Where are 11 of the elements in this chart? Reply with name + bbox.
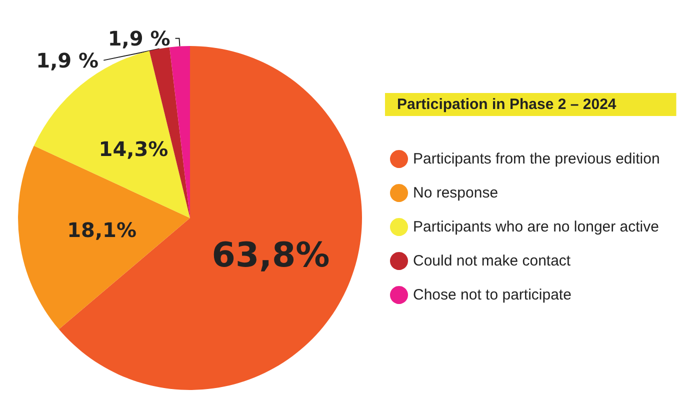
data-label: 18,1% [67,218,137,242]
legend-label: No response [413,184,498,202]
data-label: 63,8% [212,235,330,276]
data-label: 14,3% [98,137,168,162]
legend-label: Participants from the previous edition [413,150,660,168]
legend-label: Could not make contact [413,252,572,270]
legend-title: Participation in Phase 2 – 2024 [397,96,617,113]
legend-label: Participants who are no longer active [413,218,659,236]
data-label: 1,9 % [108,26,170,50]
data-label: 1,9 % [36,48,99,72]
legend-label: Chose not to participate [413,286,572,304]
